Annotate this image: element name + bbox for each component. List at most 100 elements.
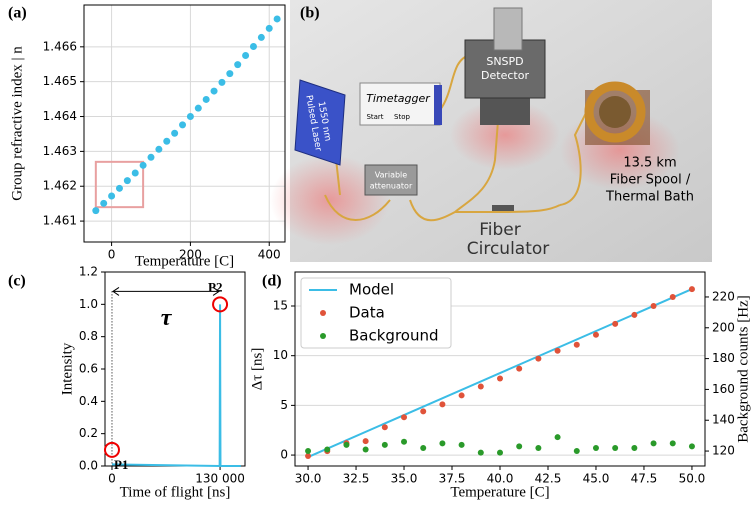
annotation-label: P1 xyxy=(114,457,128,472)
timetagger-cap xyxy=(434,85,442,125)
y-axis-label: Intensity xyxy=(59,342,75,395)
x-tick-label: 200 xyxy=(179,248,202,262)
point xyxy=(147,153,155,161)
point xyxy=(305,453,312,460)
circulator-label: Fiber xyxy=(479,220,521,240)
point xyxy=(305,448,312,455)
point xyxy=(249,42,257,50)
laser xyxy=(294,79,346,166)
legend-label: Background xyxy=(349,327,439,345)
stop-label: Stop xyxy=(394,113,410,121)
point xyxy=(554,347,561,354)
detector-cylinder xyxy=(493,7,523,51)
y-tick-label: 1.462 xyxy=(43,179,77,193)
point xyxy=(131,169,139,177)
legend-swatch xyxy=(320,310,326,316)
interval-label: τ xyxy=(161,305,173,331)
panel-label: (b) xyxy=(300,5,320,22)
detector-label: Detector xyxy=(481,69,529,82)
point xyxy=(381,424,388,431)
line xyxy=(307,288,693,458)
y2-tick-label: 120 xyxy=(712,444,735,458)
timetagger-label: Timetagger xyxy=(366,92,431,105)
point xyxy=(439,401,446,408)
panel-label: (d) xyxy=(262,273,282,290)
point xyxy=(163,137,171,145)
point xyxy=(420,444,427,451)
highlight-box xyxy=(94,160,145,209)
arrow-head xyxy=(112,286,220,296)
point xyxy=(100,199,108,207)
x-tick-label: 47.5 xyxy=(631,472,658,486)
x-tick-label: 45.0 xyxy=(583,472,610,486)
point xyxy=(242,52,250,60)
y-tick-label: 0.0 xyxy=(79,459,98,473)
point xyxy=(401,414,408,421)
point xyxy=(179,121,187,129)
annotation-label: P2 xyxy=(208,279,222,294)
setup-diagram: 1550 nmPulsed Laser Timetagger Start Sto… xyxy=(270,0,712,262)
y-tick-label: 0 xyxy=(280,448,288,462)
point xyxy=(420,408,427,415)
y-tick-label: 10 xyxy=(273,348,288,362)
point xyxy=(92,207,100,215)
glow xyxy=(450,100,560,170)
x-tick-label: 37.5 xyxy=(439,472,466,486)
y-tick-label: 0.6 xyxy=(79,362,98,376)
detector-label: SNSPD xyxy=(486,55,523,68)
y-tick-label: 1.461 xyxy=(43,214,77,228)
x-tick-label: 400 xyxy=(258,248,281,262)
y2-tick-label: 160 xyxy=(712,382,735,396)
point xyxy=(381,441,388,448)
point xyxy=(362,438,369,445)
point xyxy=(554,434,561,441)
spool-core xyxy=(599,96,631,128)
point xyxy=(535,355,542,362)
point xyxy=(218,78,226,86)
y-tick-label: 1.464 xyxy=(43,109,77,123)
point xyxy=(210,87,218,95)
point xyxy=(477,383,484,390)
legend-label: Data xyxy=(349,304,385,322)
y-tick-label: 1.2 xyxy=(79,265,98,279)
point xyxy=(688,443,695,450)
point xyxy=(573,448,580,455)
y2-tick-label: 180 xyxy=(712,351,735,365)
point xyxy=(155,145,163,153)
point xyxy=(650,302,657,309)
fiber-spool xyxy=(584,81,646,143)
point xyxy=(273,15,281,23)
x-axis-label: Time of flight [ns] xyxy=(120,484,231,500)
point xyxy=(226,70,234,78)
circulator xyxy=(492,205,514,211)
legend-box xyxy=(300,277,452,349)
panel-label: (a) xyxy=(8,5,27,22)
point xyxy=(257,33,265,41)
spool-label: Fiber Spool / xyxy=(610,173,691,188)
point xyxy=(497,375,503,382)
circulator-label: Circulator xyxy=(467,239,550,259)
point xyxy=(458,441,465,448)
point xyxy=(324,446,331,453)
x-tick-label: 32.5 xyxy=(343,472,370,486)
point xyxy=(516,365,523,372)
point xyxy=(477,449,484,456)
point xyxy=(123,177,131,185)
y-axis-label: Δτ [ns] xyxy=(249,348,265,391)
x-tick-label: 130 000 xyxy=(195,472,245,486)
point xyxy=(592,331,599,338)
y-tick-label: 0.4 xyxy=(79,394,98,408)
point xyxy=(592,444,599,451)
point xyxy=(631,444,638,451)
y-tick-label: 1.0 xyxy=(79,297,98,311)
x-axis-label: Temperature [C] xyxy=(135,253,234,269)
line xyxy=(111,304,241,468)
point xyxy=(202,95,210,103)
plot-frame xyxy=(104,271,246,467)
point xyxy=(535,444,542,451)
point xyxy=(669,294,676,301)
y-axis-label: Group refractive index | n xyxy=(9,46,25,201)
y2-tick-label: 200 xyxy=(712,320,735,334)
point xyxy=(108,192,116,200)
plot-frame xyxy=(294,271,706,467)
